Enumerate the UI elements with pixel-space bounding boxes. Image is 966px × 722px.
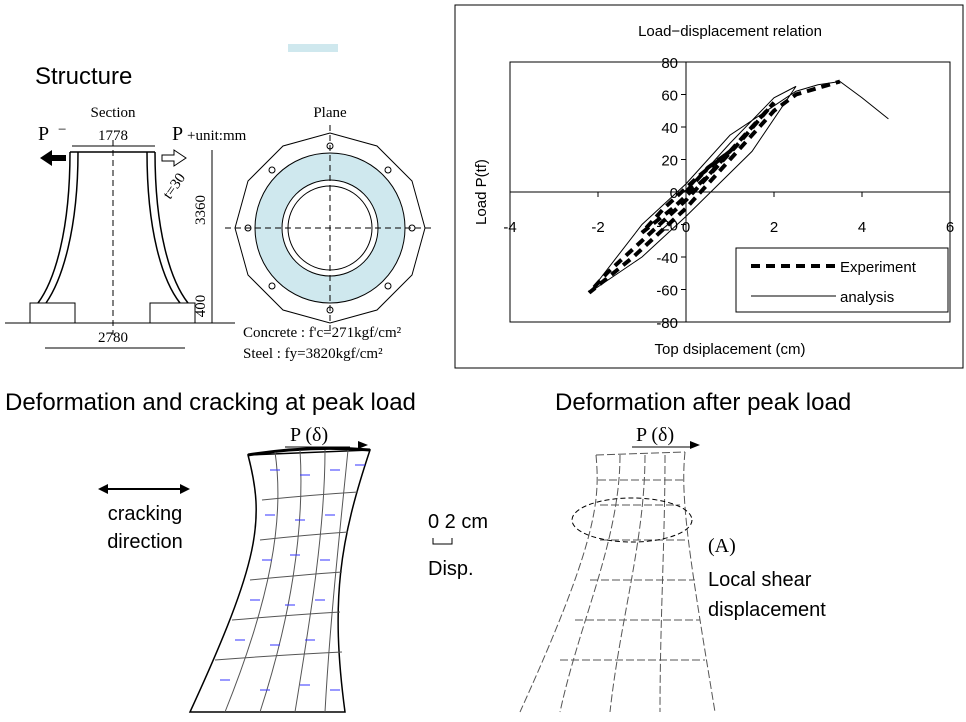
chart: Load−displacement relation Top dsiplaceme… xyxy=(473,23,954,358)
scale-unit: Disp. xyxy=(428,558,474,580)
x-label: Top dsiplacement (cm) xyxy=(655,341,806,358)
cracking: cracking xyxy=(108,503,182,525)
load-left-sign: − xyxy=(58,122,66,138)
y-tick-label: -60 xyxy=(656,283,678,300)
peak-title: Deformation and cracking at peak load xyxy=(5,389,416,416)
scale-bar xyxy=(433,538,452,544)
y-tick-label: 60 xyxy=(661,88,678,105)
x-tick-label: -4 xyxy=(503,219,516,236)
y-label: Load P(tf) xyxy=(473,159,490,225)
legend-label: analysis xyxy=(840,289,894,306)
cracking: direction xyxy=(107,531,183,553)
load: P (δ) xyxy=(636,424,674,446)
base-width: 2780 xyxy=(98,330,128,346)
chart-frame xyxy=(455,5,963,368)
x-tick-label: -2 xyxy=(591,219,604,236)
peak-drawing: P (δ) cracking direction xyxy=(98,424,370,712)
thickness: t=30 xyxy=(160,170,189,202)
x-tick-label: 6 xyxy=(946,219,954,236)
footing xyxy=(150,303,195,323)
y-tick-label: -80 xyxy=(656,315,678,332)
chart-title: Load−displacement relation xyxy=(638,23,822,40)
note: Local shear xyxy=(708,569,812,591)
section-drawing: Section P − 1778 P +unit:mm 3360 400 t=3… xyxy=(5,105,247,348)
y-tick-label: -40 xyxy=(656,250,678,267)
note: displacement xyxy=(708,599,826,621)
after-title: Deformation after peak load xyxy=(555,389,851,416)
plane-label: Plane xyxy=(313,105,347,121)
unit: +unit:mm xyxy=(187,128,247,144)
y-tick-label: 40 xyxy=(661,120,678,137)
x-tick-label: 2 xyxy=(770,219,778,236)
figure: Structure Section P − 1778 P +unit:mm 33… xyxy=(0,0,966,722)
marker: (A) xyxy=(708,535,736,557)
y-tick-label: 80 xyxy=(661,55,678,72)
decor xyxy=(288,44,338,52)
base-height: 400 xyxy=(193,295,209,318)
y-tick-label: 20 xyxy=(661,153,678,170)
arrow xyxy=(162,150,186,166)
load-left: P xyxy=(38,123,49,145)
x-tick-label: 0 xyxy=(682,219,690,236)
material: Steel : fy=3820kgf/cm² xyxy=(243,346,383,362)
structure-title: Structure xyxy=(35,63,132,90)
load-right: P xyxy=(172,123,183,145)
height: 3360 xyxy=(193,195,209,225)
x-tick-label: 4 xyxy=(858,219,866,236)
material: Concrete : f'c=271kgf/cm² xyxy=(243,325,402,341)
section-label: Section xyxy=(91,105,136,121)
after-drawing: P (δ) (A) Local shear displacement xyxy=(520,424,826,712)
scale-label: 0 2 cm xyxy=(428,511,488,533)
plane-drawing: Plane xyxy=(225,105,435,330)
load: P (δ) xyxy=(290,424,328,446)
arrow xyxy=(40,150,66,166)
footing xyxy=(30,303,75,323)
legend-label: Experiment xyxy=(840,259,917,276)
